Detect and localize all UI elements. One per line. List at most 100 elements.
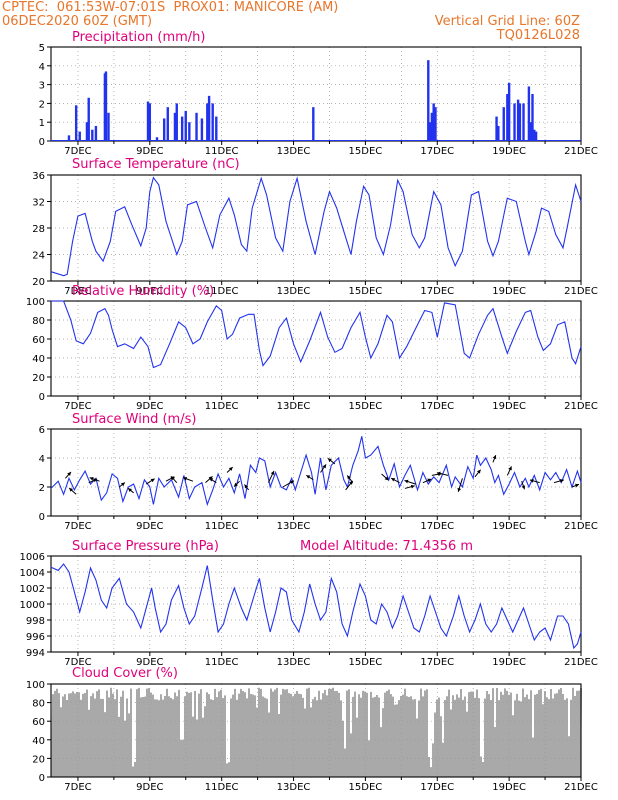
precip-bar <box>534 131 538 141</box>
precip-bar <box>87 97 90 141</box>
y-tick-label: 60 <box>32 335 45 346</box>
precip-bar <box>166 107 169 141</box>
x-tick-label: 15DEC <box>349 401 383 412</box>
wind-arrow-head <box>384 476 389 481</box>
precip-bar <box>107 112 110 141</box>
precip-bar <box>200 118 204 141</box>
precip-bar <box>531 94 534 141</box>
y-tick-label: 5 <box>39 43 45 54</box>
y-tick-label: 3 <box>39 81 45 92</box>
wind-arrow-head <box>69 487 74 492</box>
x-tick-label: 17DEC <box>420 521 454 532</box>
precip-bar <box>432 103 435 141</box>
x-tick-label: 13DEC <box>277 286 311 297</box>
wind-arrow-head <box>306 475 311 479</box>
y-tick-label: 20 <box>32 277 45 288</box>
x-tick-label: 13DEC <box>277 782 311 793</box>
precip-bar <box>188 122 191 141</box>
x-tick-label: 9DEC <box>136 521 163 532</box>
wind-arrow-head <box>183 477 188 481</box>
wind-arrow-head <box>492 455 497 460</box>
precip-bar <box>211 103 214 141</box>
x-tick-label: 9DEC <box>136 146 163 157</box>
header-line1: CPTEC: 061:53W-07:01S PROX01: MANICORE (… <box>2 0 339 15</box>
x-tick-label: 11DEC <box>205 657 239 668</box>
wind-arrow-head <box>521 485 526 490</box>
x-tick-label: 9DEC <box>136 286 163 297</box>
y-tick-label: 4 <box>39 454 45 465</box>
y-tick-label: 0 <box>39 137 45 148</box>
panel-title: Precipitation (mm/h) <box>72 30 205 45</box>
wind-arrow-head <box>508 466 512 471</box>
model-altitude-label: Model Altitude: 71.4356 m <box>300 539 473 554</box>
wind-arrow-head <box>234 482 238 487</box>
precip-bar <box>104 71 108 141</box>
y-tick-label: 996 <box>26 632 45 643</box>
precip-bar <box>162 118 166 141</box>
y-tick-label: 0 <box>39 773 45 784</box>
header-date: 06DEC2020 60Z (GMT) <box>2 14 153 29</box>
x-tick-label: 17DEC <box>420 146 454 157</box>
x-tick-label: 19DEC <box>492 521 526 532</box>
wind-arrow-head <box>322 464 327 469</box>
wind-arrow-head <box>427 478 432 483</box>
precip-bar <box>67 135 71 141</box>
y-tick-label: 2 <box>39 483 45 494</box>
wind-arrow-head <box>347 475 351 480</box>
precip-bar <box>85 122 89 141</box>
wind-arrow-head <box>120 482 125 487</box>
x-tick-label: 9DEC <box>136 657 163 668</box>
x-tick-label: 15DEC <box>349 657 383 668</box>
x-tick-label: 11DEC <box>205 401 239 412</box>
y-tick-label: 36 <box>32 171 45 182</box>
precip-bar <box>529 122 532 141</box>
precip-bar <box>91 129 94 141</box>
y-tick-label: 1002 <box>20 584 45 595</box>
precip-bar <box>522 103 525 141</box>
wind-arrow-head <box>476 469 481 474</box>
panel-frame <box>50 300 582 397</box>
precip-bar <box>74 105 78 141</box>
x-tick-label: 13DEC <box>277 657 311 668</box>
series-line <box>50 176 582 277</box>
x-tick-label: 17DEC <box>420 657 454 668</box>
x-tick-label: 19DEC <box>492 657 526 668</box>
panel-title: Surface Temperature (nC) <box>72 157 240 172</box>
y-tick-label: 80 <box>32 316 45 327</box>
x-tick-label: 17DEC <box>420 286 454 297</box>
panel-title: Surface Wind (m/s) <box>72 412 196 427</box>
wind-arrow-head <box>559 479 564 483</box>
header-code: TQ0126L028 <box>496 28 580 43</box>
wind-arrow-head <box>529 479 534 483</box>
wind-arrow-head <box>436 471 441 476</box>
precip-bar <box>502 107 505 141</box>
series-line <box>50 563 582 650</box>
x-tick-label: 13DEC <box>277 146 311 157</box>
wind-arrow-head <box>171 476 175 481</box>
x-tick-label: 15DEC <box>349 146 383 157</box>
panel-frame <box>50 46 582 142</box>
x-tick-label: 15DEC <box>349 782 383 793</box>
wind-arrow-head <box>289 480 294 485</box>
y-tick-label: 80 <box>32 699 45 710</box>
precip-bar <box>507 82 511 141</box>
y-tick-label: 20 <box>32 373 45 384</box>
wind-arrow-head <box>208 476 213 481</box>
wind-arrow-head <box>410 484 415 489</box>
precip-bar <box>184 110 187 141</box>
x-tick-label: 21DEC <box>564 782 598 793</box>
wind-arrow-head <box>457 487 462 492</box>
precip-bar <box>173 112 177 141</box>
x-tick-label: 21DEC <box>564 521 598 532</box>
wind-arrow-head <box>404 479 409 484</box>
x-tick-label: 7DEC <box>64 521 91 532</box>
y-tick-label: 0 <box>39 392 45 403</box>
wind-arrow-head <box>128 488 132 492</box>
precip-bar <box>527 86 531 141</box>
wind-arrow-head <box>270 470 275 475</box>
x-tick-label: 7DEC <box>64 401 91 412</box>
wind-arrow-head <box>327 458 332 463</box>
y-tick-label: 1000 <box>20 600 45 611</box>
x-tick-label: 11DEC <box>205 782 239 793</box>
y-tick-label: 24 <box>32 251 45 262</box>
